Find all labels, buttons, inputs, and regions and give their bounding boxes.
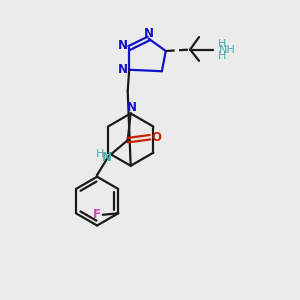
Text: N: N xyxy=(118,63,128,76)
Text: H: H xyxy=(218,39,226,49)
Text: N: N xyxy=(118,39,128,52)
Text: O: O xyxy=(152,131,161,144)
Text: H: H xyxy=(96,148,104,159)
Text: F: F xyxy=(93,208,101,221)
Text: NH: NH xyxy=(219,45,236,56)
Text: N: N xyxy=(127,101,136,114)
Text: H: H xyxy=(218,51,226,61)
Text: N: N xyxy=(102,151,112,164)
Text: N: N xyxy=(144,27,154,40)
